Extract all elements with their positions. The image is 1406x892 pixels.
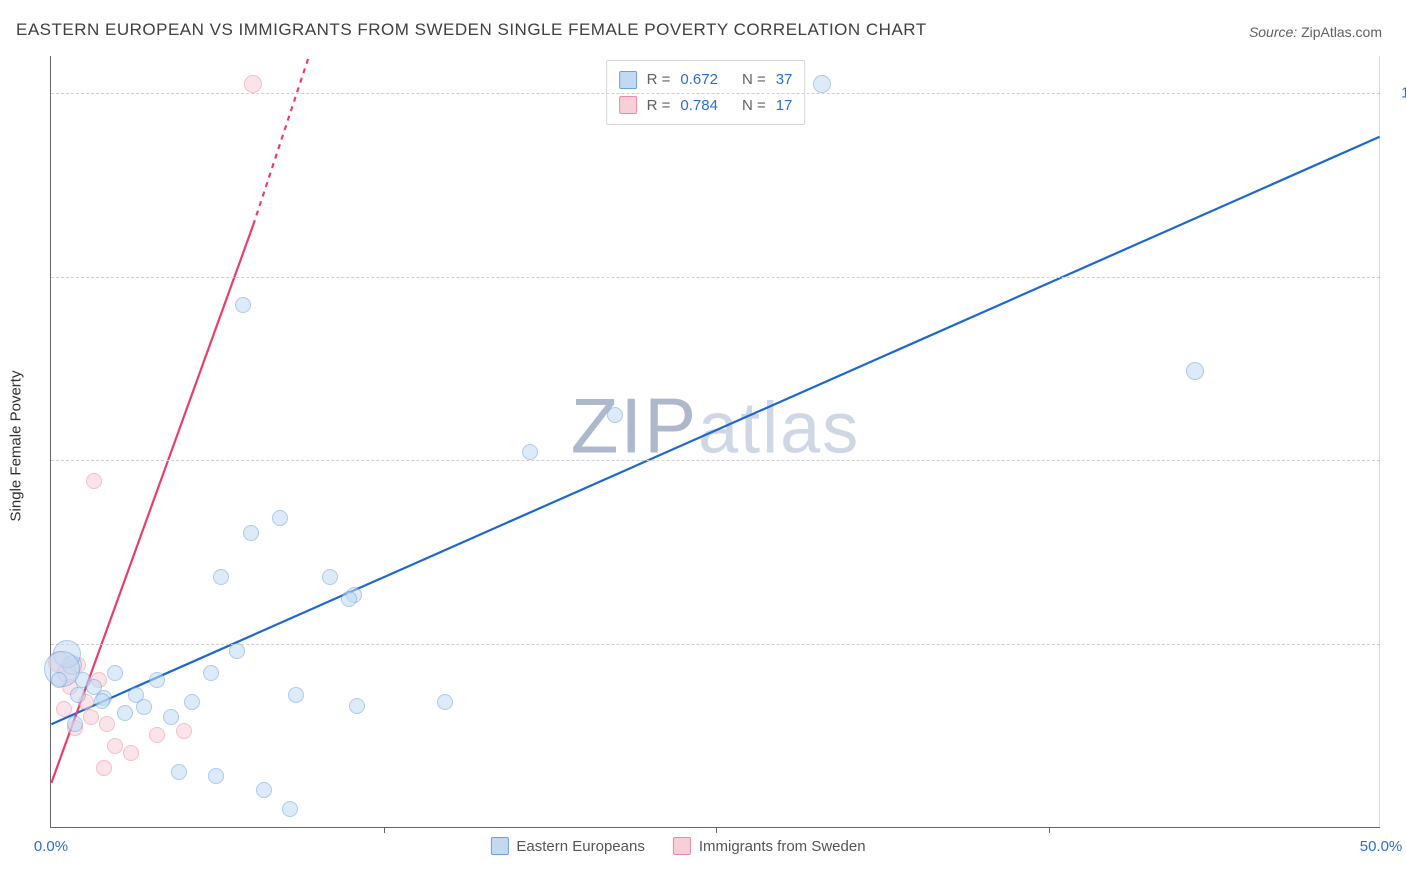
r-value-series2: 0.784 <box>680 93 718 119</box>
data-point <box>272 510 288 526</box>
n-value-series1: 37 <box>776 67 793 93</box>
data-point <box>1186 362 1204 380</box>
legend-item-series2: Immigrants from Sweden <box>673 837 866 855</box>
data-point <box>607 407 623 423</box>
source-label: Source: <box>1249 24 1297 40</box>
data-point <box>522 444 538 460</box>
gridline <box>51 277 1380 278</box>
data-point <box>149 727 165 743</box>
gridline <box>51 644 1380 645</box>
data-point <box>94 693 110 709</box>
source-attribution: Source: ZipAtlas.com <box>1249 24 1382 40</box>
data-point <box>67 716 83 732</box>
legend-swatch-series1 <box>619 71 637 89</box>
data-point <box>107 738 123 754</box>
watermark-text: ZIPatlas <box>571 381 860 472</box>
r-label: R = <box>647 93 671 119</box>
data-point <box>341 591 357 607</box>
x-tick-label: 0.0% <box>34 838 68 855</box>
legend-label-series2: Immigrants from Sweden <box>699 838 866 855</box>
y-tick-label: 50.0% <box>1388 452 1406 469</box>
y-axis-label: Single Female Poverty <box>8 371 25 522</box>
n-value-series2: 17 <box>776 93 793 119</box>
data-point <box>136 699 152 715</box>
chart-title: EASTERN EUROPEAN VS IMMIGRANTS FROM SWED… <box>16 20 927 40</box>
x-minor-tick <box>716 827 717 833</box>
data-point <box>244 75 262 93</box>
source-value: ZipAtlas.com <box>1301 24 1382 40</box>
legend-label-series1: Eastern Europeans <box>516 838 644 855</box>
n-label: N = <box>742 67 766 93</box>
r-label: R = <box>647 67 671 93</box>
data-point <box>349 698 365 714</box>
data-point <box>117 705 133 721</box>
data-point <box>51 672 67 688</box>
data-point <box>149 672 165 688</box>
scatter-plot: ZIPatlas R = 0.672 N = 37 R = 0.784 N = … <box>50 56 1380 828</box>
data-point <box>213 569 229 585</box>
data-point <box>437 694 453 710</box>
data-point <box>243 525 259 541</box>
data-point <box>163 709 179 725</box>
data-point <box>282 801 298 817</box>
stat-row-series1: R = 0.672 N = 37 <box>619 67 793 93</box>
data-point <box>203 665 219 681</box>
y-tick-label: 100.0% <box>1388 84 1406 101</box>
n-label: N = <box>742 93 766 119</box>
data-point <box>70 687 86 703</box>
x-minor-tick <box>1049 827 1050 833</box>
data-point <box>171 764 187 780</box>
data-point <box>208 768 224 784</box>
data-point <box>288 687 304 703</box>
stat-row-series2: R = 0.784 N = 17 <box>619 93 793 119</box>
legend-swatch-series2 <box>619 96 637 114</box>
legend-swatch-series1 <box>490 837 508 855</box>
legend-item-series1: Eastern Europeans <box>490 837 644 855</box>
data-point <box>229 643 245 659</box>
r-value-series1: 0.672 <box>680 67 718 93</box>
data-point <box>107 665 123 681</box>
legend-swatch-series2 <box>673 837 691 855</box>
data-point <box>813 75 831 93</box>
y-tick-label: 25.0% <box>1388 636 1406 653</box>
data-point <box>256 782 272 798</box>
x-minor-tick <box>384 827 385 833</box>
data-point <box>123 745 139 761</box>
data-point <box>176 723 192 739</box>
y-tick-label: 75.0% <box>1388 268 1406 285</box>
data-point <box>99 716 115 732</box>
data-point <box>86 473 102 489</box>
gridline <box>51 460 1380 461</box>
data-point <box>83 709 99 725</box>
data-point <box>322 569 338 585</box>
bottom-legend: Eastern Europeans Immigrants from Sweden <box>490 837 865 855</box>
data-point <box>184 694 200 710</box>
data-point <box>96 760 112 776</box>
x-tick-label: 50.0% <box>1360 838 1403 855</box>
data-point <box>235 297 251 313</box>
data-point <box>56 701 72 717</box>
